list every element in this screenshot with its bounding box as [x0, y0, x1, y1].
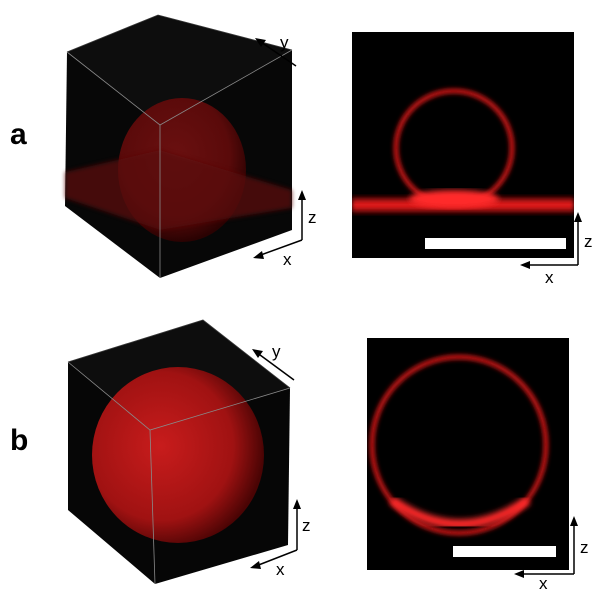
- zx-axes-a: [253, 190, 306, 259]
- section-b-z-label: z: [580, 538, 589, 557]
- cube-volume-a: [65, 14, 306, 278]
- y-axis-arrow-a: [255, 38, 297, 67]
- cube-a-x-label: x: [283, 250, 292, 269]
- section-axes-b: [514, 516, 578, 578]
- panel-label-b: b: [10, 424, 29, 457]
- cube-b-x-label: x: [276, 560, 285, 579]
- y-axis-arrow-b: [252, 349, 295, 381]
- cube-b-z-label: z: [302, 516, 311, 535]
- section-axes-a: [520, 212, 582, 269]
- section-a-z-label: z: [584, 232, 593, 251]
- section-a-x-label: x: [545, 268, 554, 287]
- panel-label-a: a: [10, 118, 27, 151]
- substrate-plane-a: [65, 150, 292, 230]
- scale-bar-a: [425, 238, 566, 249]
- cube-a-y-label: y: [280, 33, 289, 52]
- cube-b-y-label: y: [272, 342, 281, 361]
- zx-axes-b: [250, 499, 301, 569]
- section-image-b: [367, 338, 569, 570]
- scale-bar-b: [453, 546, 556, 557]
- cube-volume-b: [67, 319, 301, 585]
- sphere-b: [92, 367, 264, 543]
- cube-a-z-label: z: [308, 208, 317, 227]
- section-b-x-label: x: [539, 574, 548, 593]
- section-image-a: [352, 32, 574, 258]
